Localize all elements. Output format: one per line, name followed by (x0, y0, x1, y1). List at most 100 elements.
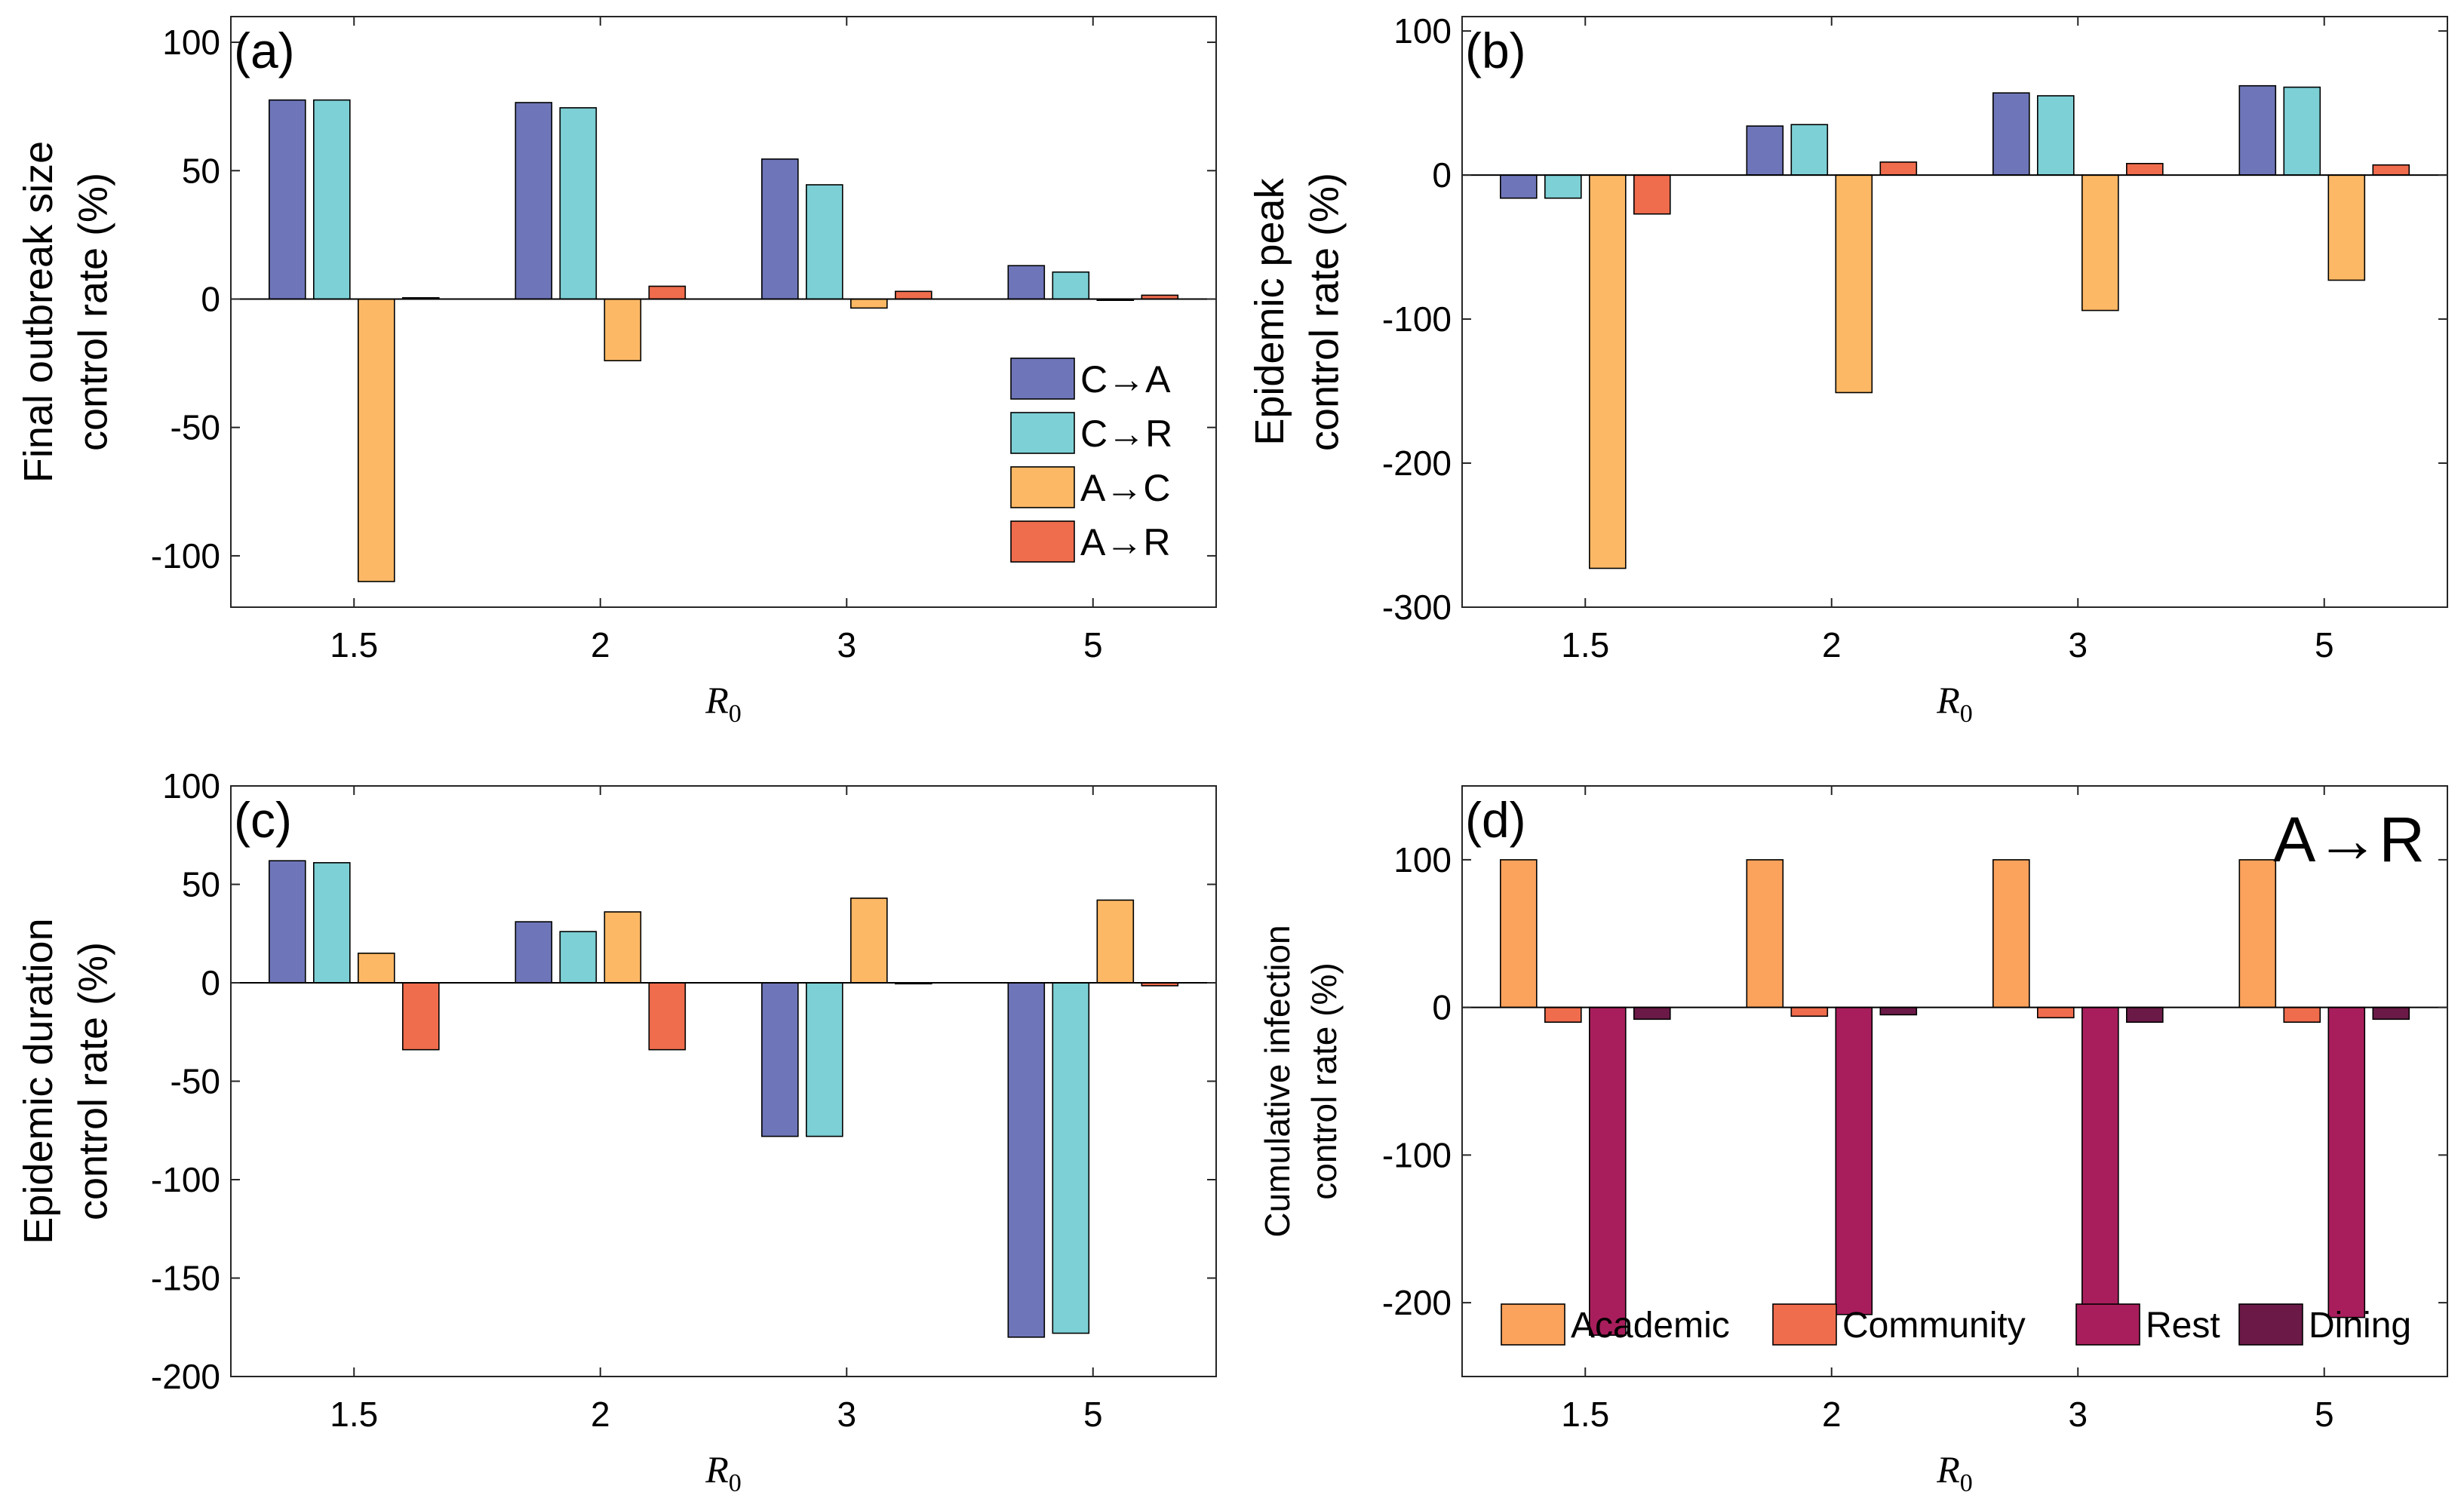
x-tick-label: 2 (591, 1395, 610, 1434)
x-tick-label: 1.5 (330, 1395, 378, 1434)
y-axis-label: control rate (%) (1302, 173, 1347, 451)
y-axis-label: Cumulative infection (1258, 925, 1297, 1237)
y-axis-label: Final outbreak size (16, 141, 61, 483)
panel-label: (c) (234, 792, 292, 848)
bar-A→C-2 (1835, 174, 1873, 394)
y-tick-label: -100 (1382, 299, 1452, 339)
y-axis-label: control rate (%) (71, 942, 116, 1220)
bar-C→R-2 (1790, 124, 1829, 176)
x-tick-label: 2 (1822, 625, 1842, 664)
y-tick-label: -150 (151, 1259, 220, 1298)
legend-label: C→R (1080, 413, 1172, 455)
bar-A→C-2 (604, 298, 642, 361)
legend-label: Dining (2309, 1306, 2411, 1346)
bar-A→R-1.5 (1633, 174, 1671, 215)
y-tick-label: 0 (201, 963, 220, 1002)
x-tick-label: 1.5 (330, 625, 378, 664)
bar-A→C-2 (604, 911, 642, 984)
y-tick-label: -200 (151, 1357, 220, 1396)
x-tick-label: 5 (1083, 625, 1103, 664)
legend-swatch (1501, 1303, 1565, 1346)
x-tick-label: 3 (837, 1395, 856, 1434)
y-tick-label: -300 (1382, 588, 1452, 627)
bar-Dining-3 (2126, 1006, 2164, 1023)
y-tick-label: 0 (1432, 988, 1452, 1027)
plot-area (231, 17, 1216, 607)
bar-C→A-3 (1992, 92, 2030, 176)
bar-Community-1.5 (1544, 1006, 1582, 1023)
y-tick-label: 100 (1393, 840, 1452, 879)
y-tick-label: -100 (151, 536, 220, 575)
bar-Dining-5 (2372, 1006, 2410, 1021)
y-tick-label: 100 (1393, 11, 1452, 51)
bar-A→C-1.5 (357, 953, 395, 984)
x-axis-label: R0 (705, 1448, 742, 1497)
legend-swatch (1772, 1303, 1837, 1346)
y-tick-label: 100 (162, 23, 220, 62)
bar-C→R-1.5 (312, 862, 351, 984)
bar-Academic-1.5 (1500, 859, 1538, 1008)
panel-label: (d) (1465, 792, 1526, 848)
bar-Dining-1.5 (1633, 1006, 1671, 1021)
bar-C→A-5 (1007, 265, 1046, 300)
bar-Rest-2 (1835, 1006, 1873, 1315)
bar-C→R-5 (1052, 982, 1090, 1334)
chart-panel-2: 100 50 0 -50 -100 -150 -200 1.5 2 3 5 R0 Epidemic du… (16, 766, 1217, 1497)
y-axis-label: control rate (%) (1304, 962, 1344, 1199)
y-tick-label: 0 (1432, 155, 1452, 195)
bar-C→A-2 (1746, 125, 1784, 176)
axes-frame (1461, 785, 2448, 1377)
y-axis-label: control rate (%) (71, 173, 116, 451)
y-tick-label: -100 (1382, 1135, 1452, 1174)
legend-label: Academic (1571, 1306, 1730, 1346)
bar-C→R-3 (806, 982, 843, 1137)
x-tick-label: 2 (591, 625, 610, 664)
bar-A→C-1.5 (1589, 174, 1627, 569)
legend-label: Rest (2146, 1306, 2220, 1346)
y-tick-label: -100 (151, 1160, 220, 1199)
bar-Community-5 (2283, 1006, 2321, 1023)
bar-C→R-3 (806, 184, 843, 300)
x-tick-label: 5 (1083, 1395, 1103, 1434)
bar-C→R-5 (2283, 86, 2321, 176)
bar-C→R-2 (559, 931, 598, 984)
bar-C→R-5 (1052, 271, 1090, 300)
bar-C→A-5 (1007, 982, 1046, 1338)
x-axis-label: R0 (1936, 679, 1973, 728)
legend-swatch (1010, 466, 1075, 508)
bar-A→R-2 (648, 285, 687, 300)
bar-C→R-3 (2037, 95, 2075, 176)
legend-swatch (2238, 1303, 2303, 1346)
y-tick-label: 100 (162, 766, 220, 806)
bar-A→R-3 (895, 290, 932, 300)
x-tick-label: 2 (1822, 1395, 1842, 1434)
bar-C→A-2 (515, 921, 553, 984)
x-tick-label: 5 (2315, 625, 2334, 664)
chart-panel-0: 100 50 0 -50 -100 1.5 2 3 5 R0 Final outbreak size… (16, 16, 1217, 728)
y-axis-label: Epidemic peak (1247, 177, 1292, 445)
bar-A→R-1.5 (401, 982, 440, 1051)
bar-Community-3 (2037, 1006, 2075, 1019)
bar-C→A-1.5 (1500, 174, 1538, 199)
chart-panel-1: 100 0 -100 -200 -300 1.5 2 3 5 R0 Epidemic peak con… (1247, 11, 2448, 728)
y-tick-label: -200 (1382, 1283, 1452, 1322)
chart-panel-3: 100 0 -100 -200 1.5 2 3 5 R0 Cumulative infection… (1258, 785, 2448, 1497)
bar-A→C-3 (850, 898, 888, 984)
legend-label: Community (1842, 1306, 2026, 1346)
axes-frame (1461, 16, 2448, 608)
bar-C→R-1.5 (1544, 174, 1582, 199)
legend-swatch (2075, 1303, 2140, 1346)
y-tick-label: 50 (182, 151, 220, 190)
bar-C→A-1.5 (268, 99, 306, 300)
bar-C→R-2 (559, 107, 598, 300)
legend-label: A→C (1080, 467, 1170, 509)
bar-A→R-5 (2372, 164, 2410, 176)
bar-Community-2 (1790, 1006, 1829, 1017)
bar-Academic-5 (2238, 859, 2277, 1008)
x-tick-label: 3 (837, 625, 856, 664)
bar-C→A-2 (515, 102, 553, 300)
y-tick-label: -50 (171, 408, 220, 447)
x-tick-label: 3 (2068, 1395, 2088, 1434)
x-axis-label: R0 (1936, 1448, 1973, 1497)
